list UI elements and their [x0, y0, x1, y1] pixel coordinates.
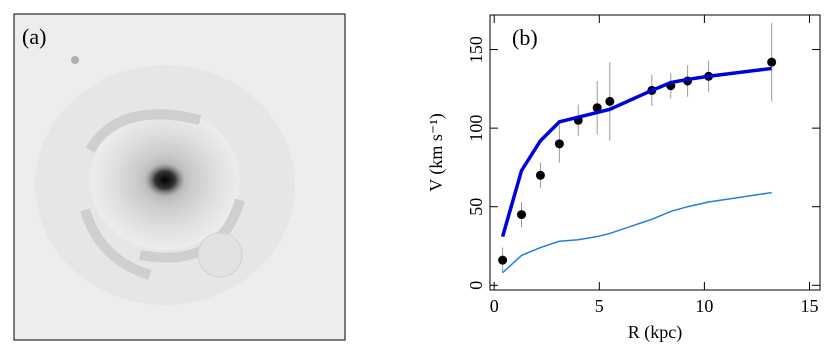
data-point: [498, 255, 508, 265]
panel-label: (b): [512, 25, 538, 50]
y-tick-label: 100: [466, 115, 486, 142]
data-point: [605, 96, 615, 106]
star: [71, 56, 79, 64]
data-point: [592, 103, 602, 113]
data-point: [535, 170, 545, 180]
image-panel: (a): [13, 13, 346, 341]
model-curve: [500, 66, 772, 238]
x-tick-label: 0: [490, 296, 499, 316]
y-tick-label: 0: [466, 281, 486, 290]
data-point: [554, 139, 564, 149]
galaxy-core: [145, 163, 185, 197]
y-tick-label: 150: [466, 36, 486, 63]
x-axis-label: R (kpc): [628, 322, 682, 343]
foreground-blob: [197, 232, 243, 278]
x-tick-label: 10: [695, 296, 713, 316]
data-point: [767, 57, 777, 67]
plot-frame: [489, 14, 821, 291]
y-axis-label: V (km s⁻¹): [426, 113, 447, 192]
y-tick-label: 50: [466, 198, 486, 216]
model-curve: [502, 191, 772, 274]
data-point: [517, 210, 527, 220]
x-tick-label: 5: [595, 296, 604, 316]
panel-label: (a): [22, 24, 46, 49]
x-tick-label: 15: [800, 296, 818, 316]
